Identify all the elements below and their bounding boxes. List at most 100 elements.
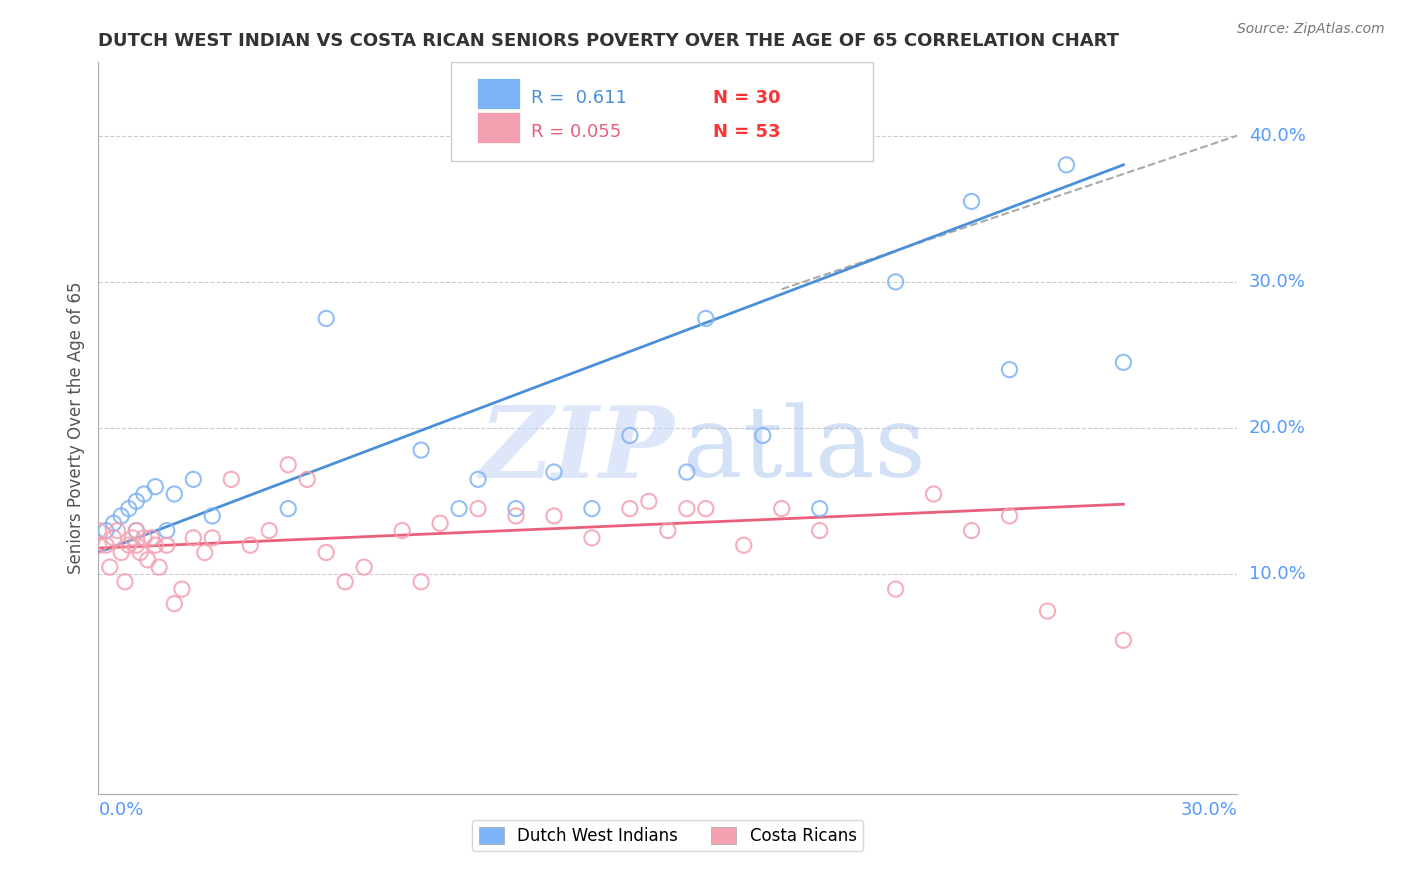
Point (1056, 158, 1078, 172)
Point (98, 560, 121, 574)
Point (922, 487, 945, 501)
Point (581, 531, 603, 545)
Point (695, 311, 717, 326)
Point (752, 428, 775, 442)
Point (315, 545, 337, 559)
Point (163, 597, 186, 611)
Point (467, 472, 489, 486)
Point (129, 545, 152, 559)
Point (998, 362, 1021, 376)
Text: 20.0%: 20.0% (1249, 419, 1306, 437)
Point (118, 501, 141, 516)
Point (619, 501, 641, 516)
Point (125, 524, 148, 538)
Bar (477, 112, 520, 143)
Point (884, 582, 907, 596)
Point (94, 524, 117, 538)
Point (118, 538, 141, 552)
Point (638, 494, 661, 508)
Point (145, 480, 167, 494)
Point (960, 524, 983, 538)
Point (194, 545, 217, 559)
Point (125, 494, 148, 508)
Point (429, 516, 451, 531)
Text: ZIP: ZIP (479, 402, 675, 499)
Point (277, 458, 299, 472)
Point (259, 524, 281, 538)
Point (110, 545, 132, 559)
Point (543, 508, 565, 523)
Point (657, 524, 679, 538)
Text: 0.0%: 0.0% (98, 801, 143, 819)
Text: DUTCH WEST INDIAN VS COSTA RICAN SENIORS POVERTY OVER THE AGE OF 65 CORRELATION : DUTCH WEST INDIAN VS COSTA RICAN SENIORS… (98, 32, 1119, 50)
Point (619, 428, 641, 442)
Text: 30.0%: 30.0% (1181, 801, 1237, 819)
Point (770, 501, 793, 516)
Point (103, 531, 125, 545)
Point (201, 531, 224, 545)
Point (87, 538, 110, 552)
Point (156, 538, 179, 552)
Point (201, 508, 224, 523)
Point (884, 275, 907, 289)
Point (1112, 633, 1135, 648)
Point (163, 487, 186, 501)
Point (136, 553, 159, 567)
Point (107, 524, 129, 538)
Point (297, 472, 319, 486)
Text: 10.0%: 10.0% (1249, 566, 1305, 583)
Text: atlas: atlas (683, 402, 927, 498)
Point (505, 508, 527, 523)
Point (676, 465, 699, 479)
Point (1036, 604, 1059, 618)
Point (156, 524, 179, 538)
FancyBboxPatch shape (451, 62, 873, 161)
Point (132, 531, 155, 545)
Point (467, 501, 489, 516)
Point (221, 472, 243, 486)
Bar (477, 78, 520, 109)
Point (449, 501, 471, 516)
Point (183, 472, 205, 486)
Legend: Dutch West Indians, Costa Ricans: Dutch West Indians, Costa Ricans (472, 820, 863, 851)
Point (391, 524, 413, 538)
Point (808, 501, 831, 516)
Point (114, 574, 136, 589)
Point (94, 538, 117, 552)
Text: R =  0.611: R = 0.611 (531, 88, 627, 106)
Point (581, 501, 603, 516)
Point (998, 508, 1021, 523)
Point (695, 501, 717, 516)
Point (103, 516, 125, 531)
Point (353, 560, 375, 574)
Point (315, 311, 337, 326)
Text: Source: ZipAtlas.com: Source: ZipAtlas.com (1237, 22, 1385, 37)
Point (145, 538, 167, 552)
Point (239, 538, 262, 552)
Point (1112, 355, 1135, 369)
Text: 30.0%: 30.0% (1249, 273, 1306, 291)
Point (132, 487, 155, 501)
Point (148, 560, 170, 574)
Text: R = 0.055: R = 0.055 (531, 123, 621, 141)
Y-axis label: Seniors Poverty Over the Age of 65: Seniors Poverty Over the Age of 65 (66, 282, 84, 574)
Point (808, 524, 831, 538)
Point (170, 582, 193, 596)
Point (183, 531, 205, 545)
Point (121, 531, 143, 545)
Point (505, 501, 527, 516)
Point (125, 524, 148, 538)
Text: N = 53: N = 53 (713, 123, 780, 141)
Point (141, 531, 163, 545)
Point (110, 508, 132, 523)
Point (960, 194, 983, 209)
Text: 40.0%: 40.0% (1249, 127, 1306, 145)
Point (125, 538, 148, 552)
Point (543, 465, 565, 479)
Point (277, 501, 299, 516)
Point (87, 524, 110, 538)
Point (411, 574, 433, 589)
Point (733, 538, 755, 552)
Point (676, 501, 699, 516)
Point (411, 443, 433, 458)
